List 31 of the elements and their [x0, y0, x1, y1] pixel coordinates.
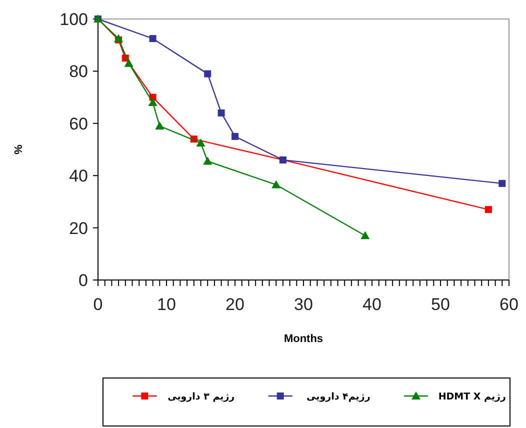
y-tick-label: 40 [69, 166, 88, 186]
x-tick-label: 20 [226, 295, 244, 314]
y-tick-label: 100 [60, 10, 88, 29]
point [360, 231, 370, 240]
x-tick-label: 30 [294, 295, 313, 314]
x-tick-label: 10 [157, 295, 176, 314]
point [124, 58, 134, 67]
legend-label: رژیم۴ دارویی [306, 391, 370, 402]
legend-label: رژیم ۳ دارویی [168, 391, 235, 402]
y-tick-label: 20 [69, 218, 88, 238]
y-tick-label: 60 [69, 114, 88, 134]
point [272, 180, 281, 188]
y-tick-label: 0 [78, 270, 88, 290]
x-tick-label: 60 [500, 295, 518, 314]
point [204, 70, 212, 78]
point [148, 98, 158, 106]
point [196, 138, 206, 146]
legend-label: رژیم HDMT X [438, 391, 506, 402]
x-tick-label: 40 [362, 295, 382, 314]
point [498, 180, 506, 187]
point [218, 109, 225, 116]
point [232, 132, 238, 140]
y-axis-title: % [13, 144, 25, 154]
x-tick-label: 50 [431, 295, 450, 314]
y-tick-label: 80 [69, 62, 88, 82]
x-axis-title: Months [284, 333, 324, 345]
x-tick-label: 0 [93, 295, 103, 314]
point [203, 156, 212, 165]
point [155, 122, 164, 130]
point [149, 35, 156, 42]
point [484, 206, 492, 214]
